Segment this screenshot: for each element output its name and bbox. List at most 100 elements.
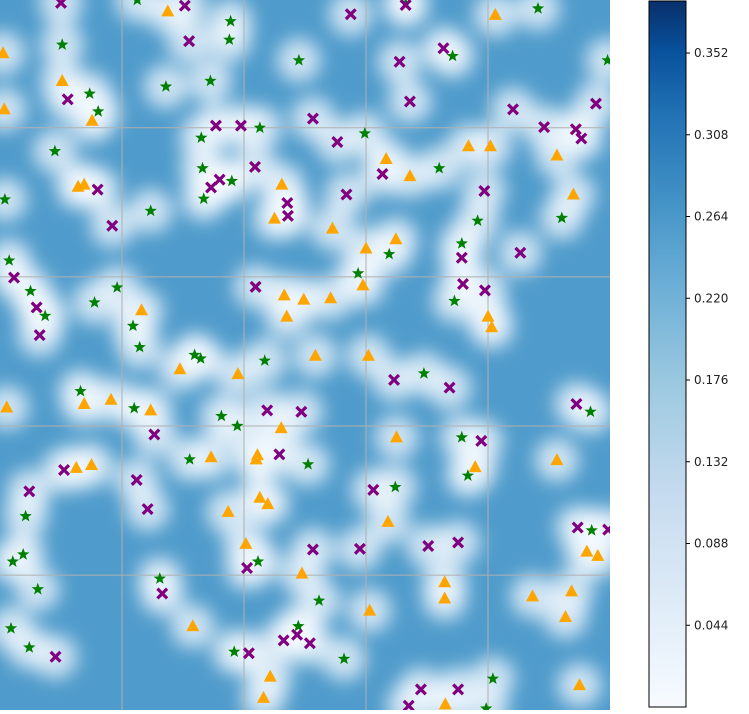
star-marker — [3, 254, 16, 266]
cross-marker — [478, 184, 491, 197]
star-marker — [110, 281, 124, 293]
cross-marker — [388, 373, 401, 386]
cross-marker — [475, 434, 488, 447]
heatmap-halo — [586, 507, 610, 552]
star-marker — [92, 105, 105, 117]
triangle-marker — [550, 148, 564, 161]
heatmap-halo — [0, 385, 29, 430]
cross-marker — [367, 483, 380, 496]
cross-marker — [8, 271, 21, 284]
star-marker — [19, 509, 32, 522]
cross-marker — [241, 562, 254, 574]
triangle-marker — [483, 139, 497, 152]
star-marker — [153, 572, 166, 584]
cross-marker — [538, 121, 551, 134]
triangle-marker — [359, 241, 373, 254]
cross-marker — [478, 284, 491, 297]
star-marker — [228, 645, 241, 657]
heatmap-halo — [0, 87, 27, 132]
colorbar-tick-label: 0.088 — [694, 537, 728, 551]
triangle-marker — [363, 603, 377, 616]
triangle-marker — [381, 514, 395, 527]
star-marker — [601, 53, 610, 66]
cross-marker — [456, 278, 469, 290]
cross-marker — [569, 123, 582, 136]
star-marker — [74, 384, 87, 397]
cross-marker — [209, 119, 222, 132]
triangle-marker — [144, 403, 158, 416]
triangle-marker — [438, 697, 452, 710]
triangle-marker — [390, 430, 403, 443]
cross-marker — [49, 650, 62, 663]
cross-marker — [402, 699, 415, 710]
triangle-marker — [573, 678, 586, 691]
triangle-marker — [253, 490, 267, 503]
cross-marker — [306, 543, 319, 556]
triangle-marker — [356, 278, 370, 291]
colorbar-tick-label: 0.044 — [694, 618, 728, 632]
triangle-marker — [297, 292, 311, 305]
star-marker — [88, 296, 101, 308]
cross-marker — [403, 95, 416, 108]
colorbar-ticks: 0.044 0.088 0.132 0.176 0.220 0.264 0.308 0.352 — [686, 46, 728, 632]
cross-marker — [437, 42, 450, 55]
triangle-marker — [104, 392, 118, 405]
star-marker — [312, 594, 326, 606]
triangle-marker — [566, 187, 580, 200]
triangle-marker — [257, 690, 271, 703]
triangle-marker — [295, 566, 309, 579]
triangle-marker — [0, 102, 11, 115]
triangle-marker — [403, 169, 417, 182]
triangle-marker — [268, 211, 281, 224]
markers — [0, 0, 610, 710]
star-marker — [183, 452, 196, 465]
cross-marker — [273, 448, 286, 461]
star-marker — [83, 87, 96, 99]
star-marker — [292, 53, 306, 66]
star-marker — [433, 161, 446, 174]
cross-marker — [443, 381, 456, 394]
star-marker — [197, 192, 210, 205]
cross-marker — [33, 329, 46, 342]
triangle-marker — [438, 575, 452, 588]
triangle-marker — [580, 544, 594, 557]
triangle-marker — [173, 362, 187, 375]
triangle-marker — [488, 7, 502, 20]
triangle-marker — [438, 591, 452, 604]
heatmap-halo — [585, 38, 610, 83]
cross-marker — [106, 219, 119, 232]
star-marker — [358, 127, 371, 139]
cross-marker — [602, 523, 610, 536]
cross-marker — [393, 55, 406, 68]
cross-marker — [281, 209, 294, 222]
triangle-marker — [55, 73, 69, 86]
triangle-marker — [275, 177, 289, 190]
triangle-marker — [565, 584, 579, 597]
star-marker — [225, 174, 238, 187]
plot-area — [0, 0, 610, 710]
triangle-marker — [558, 609, 572, 622]
cross-marker — [55, 0, 67, 9]
cross-marker — [234, 119, 247, 132]
star-marker — [31, 582, 44, 595]
colorbar-tick-label: 0.308 — [694, 128, 728, 142]
triangle-marker — [550, 453, 564, 466]
triangle-marker — [221, 504, 235, 517]
triangle-marker — [239, 536, 253, 549]
star-marker — [446, 49, 459, 62]
cross-marker — [148, 428, 161, 441]
heatmap-halo — [0, 177, 27, 222]
cross-marker — [30, 301, 43, 314]
cross-marker — [306, 112, 319, 125]
star-marker — [196, 161, 209, 174]
star-marker — [24, 284, 37, 297]
cross-marker — [91, 183, 104, 196]
star-marker — [195, 131, 208, 143]
triangle-marker — [280, 309, 294, 322]
triangle-marker — [308, 348, 322, 361]
heatmap-halo — [0, 31, 26, 76]
triangle-marker — [0, 46, 10, 59]
cross-marker — [261, 404, 274, 417]
star-marker — [39, 309, 52, 322]
